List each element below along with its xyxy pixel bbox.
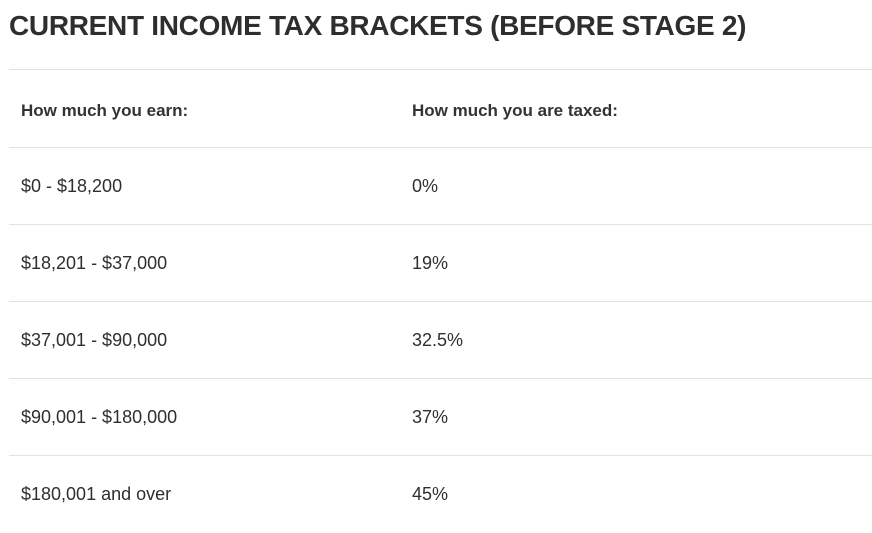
table-row: $37,001 - $90,000 32.5% xyxy=(9,301,872,379)
income-range-cell: $0 - $18,200 xyxy=(21,176,123,196)
table-header-row: How much you earn: How much you are taxe… xyxy=(9,69,872,148)
table-row: $18,201 - $37,000 19% xyxy=(9,224,872,302)
tax-rate-cell: 32.5% xyxy=(412,330,464,350)
income-range-cell: $90,001 - $180,000 xyxy=(21,407,178,427)
tax-rate-cell: 19% xyxy=(412,253,449,273)
tax-brackets-table: How much you earn: How much you are taxe… xyxy=(9,69,872,533)
tax-rate-cell: 45% xyxy=(412,484,449,505)
table-row: $0 - $18,200 0% xyxy=(9,147,872,225)
page-title: CURRENT INCOME TAX BRACKETS (BEFORE STAG… xyxy=(9,10,747,41)
income-range-cell: $180,001 and over xyxy=(21,484,172,505)
tax-rate-cell: 37% xyxy=(412,407,449,427)
income-range-cell: $18,201 - $37,000 xyxy=(21,253,168,273)
column-header-income: How much you earn: xyxy=(21,100,189,120)
tax-rate-cell: 0% xyxy=(412,176,439,196)
column-header-tax-rate: How much you are taxed: xyxy=(412,100,618,120)
income-range-cell: $37,001 - $90,000 xyxy=(21,330,168,350)
table-row: $90,001 - $180,000 37% xyxy=(9,378,872,456)
table-row: $180,001 and over 45% xyxy=(9,455,872,533)
